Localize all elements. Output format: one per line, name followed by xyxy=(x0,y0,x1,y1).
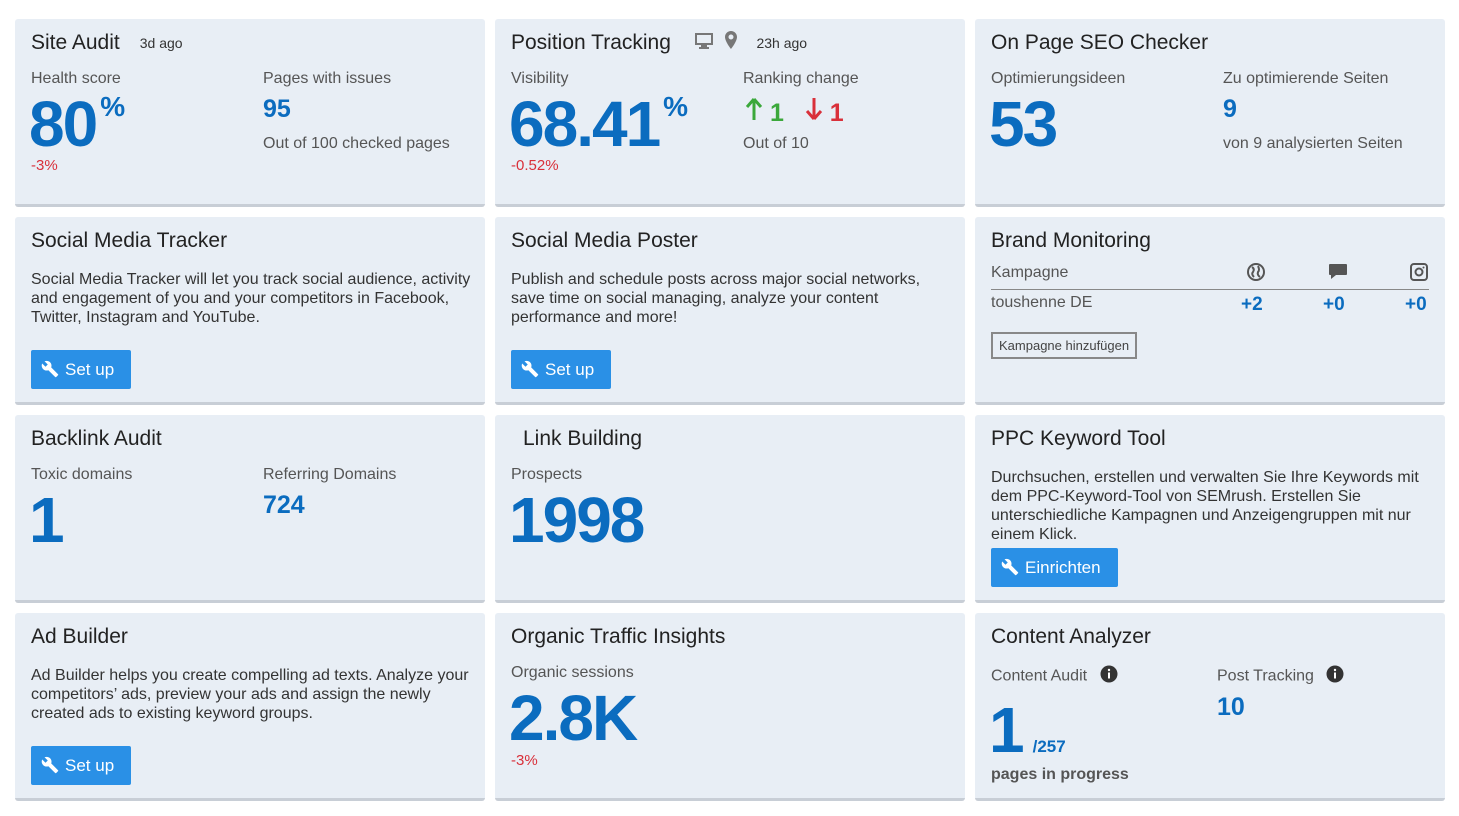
campaign-value-instagram[interactable]: +0 xyxy=(1405,294,1427,315)
ad-builder-setup-label: Set up xyxy=(65,756,115,775)
health-score-value[interactable]: 80% xyxy=(29,87,125,161)
location-pin-icon xyxy=(724,31,737,54)
social-poster-setup-button[interactable]: Set up xyxy=(511,350,612,389)
social-media-tracker-card[interactable]: Social Media Tracker Social Media Tracke… xyxy=(15,217,485,405)
social-tracker-title[interactable]: Social Media Tracker xyxy=(31,229,228,252)
ideas-label: Optimierungsideen xyxy=(991,70,1126,87)
prospects-value[interactable]: 1998 xyxy=(509,484,645,556)
content-audit-total: /257 xyxy=(1032,737,1066,756)
visibility-number: 68.41 xyxy=(509,88,661,160)
content-analyzer-title[interactable]: Content Analyzer xyxy=(991,625,1151,648)
health-score-change: -3% xyxy=(31,157,58,174)
organic-sessions-value[interactable]: 2.8K xyxy=(509,682,638,754)
wrench-icon xyxy=(521,360,539,378)
link-building-card[interactable]: Link Building Prospects 1998 xyxy=(495,415,965,603)
campaign-value-comments[interactable]: +0 xyxy=(1323,294,1345,315)
ideas-value[interactable]: 53 xyxy=(989,88,1058,160)
toxic-domains-label: Toxic domains xyxy=(31,466,133,483)
brand-monitoring-title[interactable]: Brand Monitoring xyxy=(991,229,1151,252)
social-poster-title[interactable]: Social Media Poster xyxy=(511,229,698,252)
visibility-value[interactable]: 68.41% xyxy=(509,87,688,161)
ppc-keyword-setup-button[interactable]: Einrichten xyxy=(991,548,1118,587)
site-audit-updated: 3d ago xyxy=(139,35,183,52)
ranking-up-value: 1 xyxy=(769,99,784,127)
pages-with-issues-value[interactable]: 95 xyxy=(263,95,291,123)
referring-domains-value[interactable]: 724 xyxy=(263,491,305,519)
ad-builder-description: Ad Builder helps you create compelling a… xyxy=(31,667,469,722)
instagram-icon xyxy=(1410,263,1428,286)
toxic-domains-value[interactable]: 1 xyxy=(29,484,65,556)
post-tracking-label-row: Post Tracking xyxy=(1217,665,1344,688)
social-tracker-description: Social Media Tracker will let you track … xyxy=(31,271,471,326)
content-audit-sub: pages in progress xyxy=(991,766,1129,783)
visibility-label: Visibility xyxy=(511,70,569,87)
organic-traffic-title[interactable]: Organic Traffic Insights xyxy=(511,625,726,648)
health-score-number: 80 xyxy=(29,88,98,160)
post-tracking-value[interactable]: 10 xyxy=(1217,693,1245,721)
content-audit-number: 1 xyxy=(989,694,1025,766)
prospects-label: Prospects xyxy=(511,466,583,483)
ranking-change-sub: Out of 10 xyxy=(743,135,809,152)
visibility-percent: % xyxy=(663,91,689,122)
ranking-change-label: Ranking change xyxy=(743,70,859,87)
wrench-icon xyxy=(41,756,59,774)
referring-domains-label: Referring Domains xyxy=(263,466,397,483)
position-tracking-title[interactable]: Position Tracking xyxy=(511,31,671,54)
globe-icon xyxy=(1247,263,1265,286)
social-tracker-setup-label: Set up xyxy=(65,360,115,379)
social-tracker-setup-button[interactable]: Set up xyxy=(31,350,132,389)
arrow-up-icon xyxy=(745,98,763,127)
info-icon[interactable] xyxy=(1100,665,1118,687)
ad-builder-setup-button[interactable]: Set up xyxy=(31,746,132,785)
ad-builder-title[interactable]: Ad Builder xyxy=(31,625,128,648)
link-building-title[interactable]: Link Building xyxy=(523,427,643,450)
comment-icon xyxy=(1328,263,1348,286)
brand-monitoring-card[interactable]: Brand Monitoring Kampagne toushenne DE +… xyxy=(975,217,1445,405)
ranking-down-value: 1 xyxy=(829,99,844,127)
organic-sessions-label: Organic sessions xyxy=(511,664,634,681)
visibility-change: -0.52% xyxy=(511,157,559,174)
organic-sessions-change: -3% xyxy=(511,752,538,769)
wrench-icon xyxy=(1001,558,1019,576)
ppc-keyword-title[interactable]: PPC Keyword Tool xyxy=(991,427,1166,450)
arrow-down-icon xyxy=(805,98,823,127)
campaign-header: Kampagne xyxy=(991,264,1069,281)
on-page-seo-card[interactable]: On Page SEO Checker Optimierungsideen 53… xyxy=(975,19,1445,207)
ppc-keyword-tool-card[interactable]: PPC Keyword Tool Durchsuchen, erstellen … xyxy=(975,415,1445,603)
site-audit-card[interactable]: Site Audit 3d ago Health score 80% -3% Pa… xyxy=(15,19,485,207)
social-media-poster-card[interactable]: Social Media Poster Publish and schedule… xyxy=(495,217,965,405)
content-audit-label: Content Audit xyxy=(991,667,1088,685)
post-tracking-label: Post Tracking xyxy=(1217,667,1314,685)
social-poster-description: Publish and schedule posts across major … xyxy=(511,271,921,326)
content-analyzer-card[interactable]: Content Analyzer Content Audit 1/257 pag… xyxy=(975,613,1445,801)
position-tracking-card[interactable]: Position Tracking 23h ago Visibility 68.… xyxy=(495,19,965,207)
pages-with-issues-sub: Out of 100 checked pages xyxy=(263,135,450,152)
backlink-audit-title[interactable]: Backlink Audit xyxy=(31,427,162,450)
wrench-icon xyxy=(41,360,59,378)
desktop-icon xyxy=(694,31,713,54)
site-audit-title[interactable]: Site Audit xyxy=(31,31,120,54)
content-audit-label-row: Content Audit xyxy=(991,665,1118,688)
position-tracking-updated: 23h ago xyxy=(756,35,808,52)
pages-to-optimize-value[interactable]: 9 xyxy=(1223,95,1237,123)
on-page-seo-title[interactable]: On Page SEO Checker xyxy=(991,31,1209,54)
campaign-value-web[interactable]: +2 xyxy=(1241,294,1263,315)
social-poster-setup-label: Set up xyxy=(545,360,595,379)
ranking-change-values[interactable]: 1 1 xyxy=(745,97,844,128)
health-score-label: Health score xyxy=(31,70,121,87)
pages-to-optimize-label: Zu optimierende Seiten xyxy=(1223,70,1389,87)
content-audit-value[interactable]: 1/257 xyxy=(989,693,1066,767)
add-campaign-button[interactable]: Kampagne hinzufügen xyxy=(991,332,1138,359)
backlink-audit-card[interactable]: Backlink Audit Toxic domains 1 Referring… xyxy=(15,415,485,603)
divider xyxy=(991,289,1429,290)
ad-builder-card[interactable]: Ad Builder Ad Builder helps you create c… xyxy=(15,613,485,801)
info-icon[interactable] xyxy=(1326,665,1344,687)
health-score-percent: % xyxy=(100,91,126,122)
ppc-keyword-description: Durchsuchen, erstellen und verwalten Sie… xyxy=(991,469,1419,543)
pages-to-optimize-sub: von 9 analysierten Seiten xyxy=(1223,135,1403,152)
ppc-keyword-setup-label: Einrichten xyxy=(1025,558,1101,577)
campaign-row-name[interactable]: toushenne DE xyxy=(991,294,1093,311)
pages-with-issues-label: Pages with issues xyxy=(263,70,392,87)
organic-traffic-card[interactable]: Organic Traffic Insights Organic session… xyxy=(495,613,965,801)
